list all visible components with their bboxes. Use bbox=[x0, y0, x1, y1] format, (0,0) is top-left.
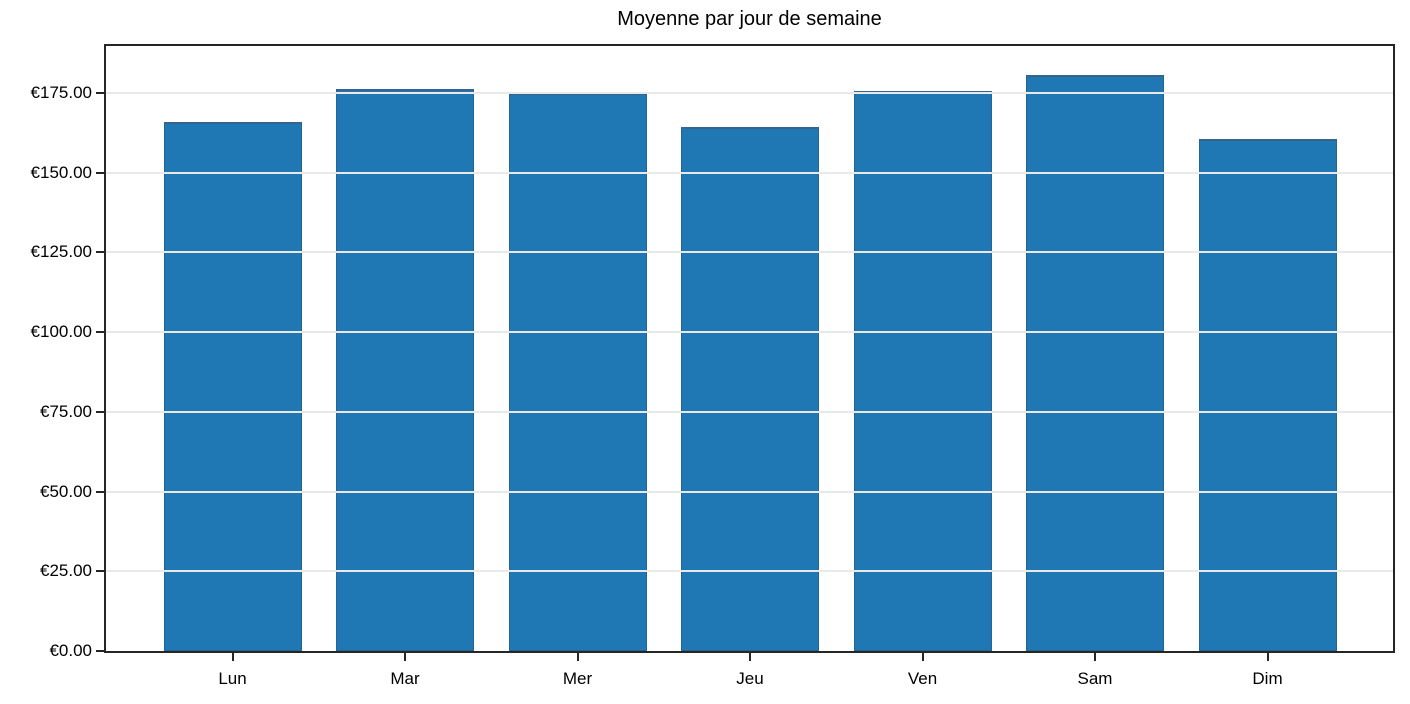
x-tick-lun bbox=[231, 653, 234, 661]
plot-inner bbox=[106, 46, 1393, 651]
y-tick-100 bbox=[96, 331, 104, 334]
x-tick-jeu bbox=[749, 653, 751, 661]
y-tick-175 bbox=[96, 91, 104, 94]
bar-mer bbox=[508, 93, 647, 651]
y-tick-50 bbox=[96, 490, 104, 493]
gridline-50 bbox=[106, 490, 1393, 493]
y-tick-label-25: €25.00 bbox=[40, 561, 92, 581]
gridline-100 bbox=[106, 331, 1393, 334]
bar-dim bbox=[1198, 139, 1337, 651]
y-tick-0 bbox=[96, 650, 104, 652]
y-tick-label-50: €50.00 bbox=[40, 481, 92, 501]
x-tick-mer bbox=[576, 653, 579, 661]
y-tick-150 bbox=[96, 171, 104, 174]
chart-title: Moyenne par jour de semaine bbox=[617, 8, 882, 30]
x-tick-label-sam: Sam bbox=[1077, 669, 1113, 688]
y-tick-25 bbox=[96, 570, 104, 573]
x-tick-label-mar: Mar bbox=[390, 669, 420, 688]
y-tick-label-100: €100.00 bbox=[30, 322, 92, 342]
bar-mar bbox=[336, 89, 474, 651]
x-tick-ven bbox=[921, 653, 924, 661]
x-tick-sam bbox=[1094, 653, 1096, 661]
y-tick-label-75: €75.00 bbox=[40, 401, 92, 421]
bar-ven bbox=[853, 91, 992, 651]
gridline-175 bbox=[106, 91, 1393, 94]
y-tick-label-150: €150.00 bbox=[30, 162, 92, 182]
gridline-25 bbox=[106, 570, 1393, 573]
x-tick-label-lun: Lun bbox=[218, 669, 247, 688]
gridline-150 bbox=[106, 171, 1393, 174]
x-tick-label-mer: Mer bbox=[562, 669, 593, 688]
y-tick-125 bbox=[96, 251, 104, 254]
x-tick-label-jeu: Jeu bbox=[736, 669, 764, 688]
plot-area bbox=[104, 44, 1395, 653]
y-tick-label-175: €175.00 bbox=[30, 82, 92, 102]
x-tick-label-ven: Ven bbox=[907, 669, 938, 688]
bar-sam bbox=[1026, 75, 1164, 651]
x-tick-mar bbox=[404, 653, 406, 661]
y-tick-label-0: €0.00 bbox=[49, 641, 92, 660]
x-tick-label-dim: Dim bbox=[1252, 669, 1283, 688]
gridline-75 bbox=[106, 410, 1393, 413]
x-tick-dim bbox=[1266, 653, 1269, 661]
y-tick-label-125: €125.00 bbox=[30, 242, 92, 262]
bar-jeu bbox=[681, 127, 819, 651]
y-tick-75 bbox=[96, 410, 104, 413]
bar-lun bbox=[163, 122, 302, 651]
gridline-125 bbox=[106, 251, 1393, 254]
